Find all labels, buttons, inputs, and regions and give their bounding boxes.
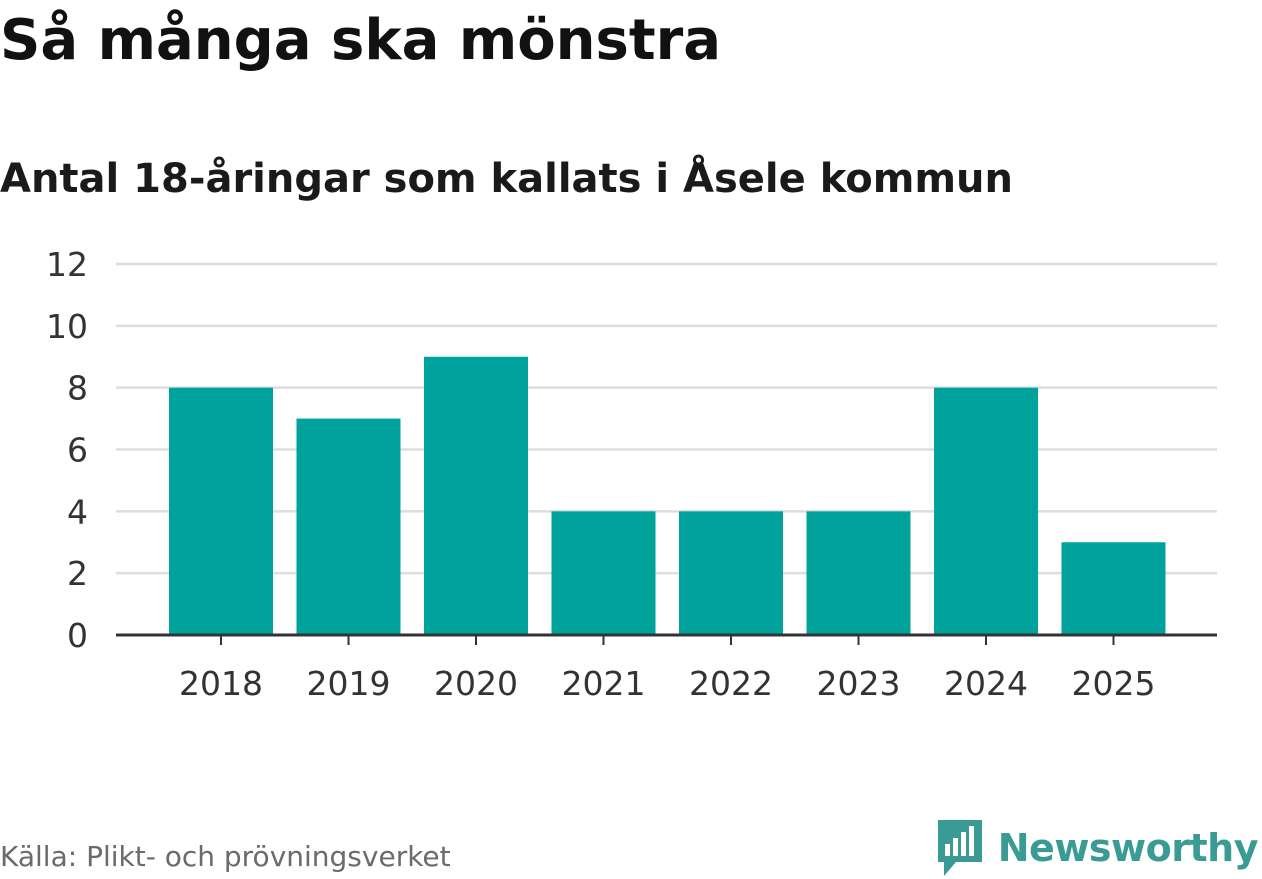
bar xyxy=(169,387,273,635)
bar-chart-speech-bubble-icon xyxy=(937,820,982,876)
bar xyxy=(1061,542,1166,635)
bar xyxy=(679,511,783,635)
x-tick-label: 2018 xyxy=(179,664,263,703)
x-tick-label: 2025 xyxy=(1072,664,1156,703)
bar xyxy=(424,356,528,635)
x-tick-label: 2021 xyxy=(562,664,646,703)
y-tick-label: 0 xyxy=(67,616,88,655)
chart-subtitle: Antal 18-åringar som kallats i Åsele kom… xyxy=(0,156,1014,202)
brand-logo: Newsworthy xyxy=(936,818,1259,878)
y-tick-label: 4 xyxy=(67,492,88,531)
x-tick-label: 2023 xyxy=(817,664,901,703)
chart-title: Så många ska mönstra xyxy=(0,8,722,73)
source-note: Källa: Plikt- och prövningsverket xyxy=(0,840,451,873)
x-tick-label: 2020 xyxy=(434,664,518,703)
bar xyxy=(551,511,656,635)
y-tick-label: 12 xyxy=(46,245,88,284)
bar xyxy=(806,511,911,635)
y-tick-label: 2 xyxy=(67,554,88,593)
x-tick-label: 2019 xyxy=(307,664,391,703)
y-tick-label: 10 xyxy=(46,307,88,346)
y-tick-label: 8 xyxy=(67,369,88,408)
bar xyxy=(934,387,1038,635)
x-tick-label: 2024 xyxy=(944,664,1028,703)
x-tick-label: 2022 xyxy=(689,664,773,703)
bar xyxy=(296,418,401,635)
bar-chart: 0 2 4 6 8 10 12 2018 2019 2020 2021 2022 2023 2024 202… xyxy=(46,245,1217,703)
brand-name: Newsworthy xyxy=(997,826,1259,870)
y-tick-label: 6 xyxy=(67,431,88,470)
